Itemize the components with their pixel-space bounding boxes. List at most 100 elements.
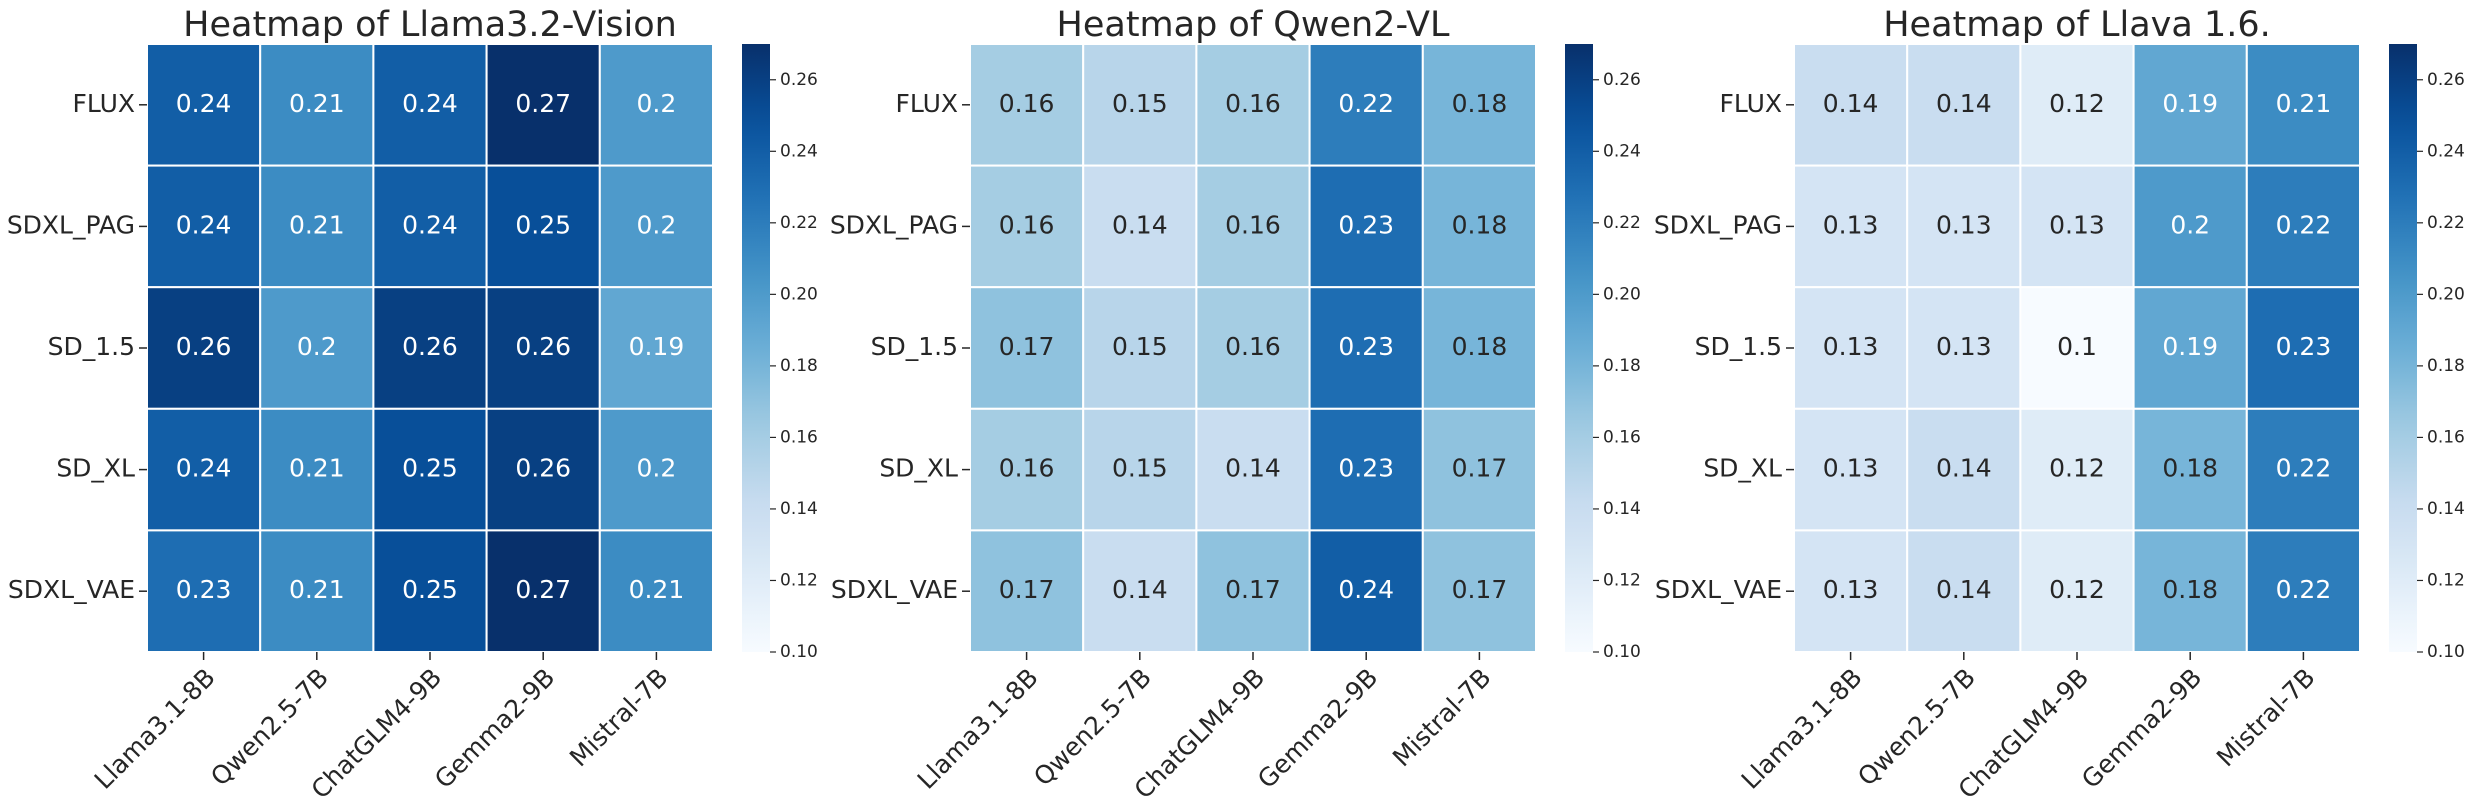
cell-label: 0.13: [1936, 332, 1992, 361]
heatmap-cell: [259, 43, 375, 167]
colorbar-tick-label: 0.18: [780, 356, 818, 376]
cell-label: 0.27: [515, 89, 571, 118]
y-tick-label: SDXL_PAG: [7, 210, 135, 239]
cell-label: 0.14: [1823, 89, 1879, 118]
cell-label: 0.19: [2162, 332, 2218, 361]
x-tick-label: Gemma2-9B: [1252, 663, 1383, 794]
heatmap-cell: [372, 43, 488, 167]
colorbar-tick-label: 0.26: [780, 70, 818, 90]
cell-label: 0.27: [515, 575, 571, 604]
heatmap-cell: [2245, 164, 2362, 289]
x-tick-label: Mistral-7B: [564, 663, 674, 773]
cell-label: 0.12: [2049, 454, 2105, 483]
heatmap-cell: [146, 529, 262, 654]
heatmap-cell: [372, 529, 488, 654]
heatmap-cell: [259, 407, 375, 532]
heatmap-cell: [146, 43, 262, 167]
cell-label: 0.12: [2049, 575, 2105, 604]
cell-label: 0.13: [1936, 210, 1992, 239]
cell-label: 0.21: [289, 210, 345, 239]
heatmap-cell: [2245, 529, 2362, 654]
y-tick-label: SDXL_VAE: [1655, 575, 1782, 604]
heatmap-cell: [1082, 43, 1198, 167]
cell-label: 0.13: [2049, 210, 2105, 239]
cell-label: 0.1: [2057, 332, 2097, 361]
colorbar-tick-label: 0.10: [780, 642, 818, 662]
cell-label: 0.18: [1452, 210, 1508, 239]
cell-label: 0.17: [1225, 575, 1281, 604]
colorbar-tick-label: 0.22: [2427, 213, 2465, 233]
chart-title: Heatmap of Llama3.2-Vision: [183, 5, 677, 45]
cell-label: 0.24: [402, 89, 458, 118]
heatmap-cell: [2132, 286, 2248, 410]
cell-label: 0.21: [289, 454, 345, 483]
heatmap-cell: [1195, 164, 1311, 289]
heatmap-cell: [598, 164, 714, 289]
colorbar-tick-label: 0.12: [1603, 570, 1641, 590]
cell-label: 0.14: [1112, 210, 1168, 239]
y-tick-label: SD_XL: [56, 454, 135, 483]
heatmap-cell: [1308, 43, 1424, 167]
cell-label: 0.17: [999, 332, 1055, 361]
cell-label: 0.16: [999, 210, 1055, 239]
colorbar-tick-label: 0.20: [2427, 284, 2465, 304]
cell-label: 0.14: [1112, 575, 1168, 604]
heatmap-cell: [1082, 407, 1198, 532]
cell-label: 0.13: [1823, 575, 1879, 604]
colorbar-tick-label: 0.24: [780, 141, 818, 161]
heatmap-cell: [598, 529, 714, 654]
cell-label: 0.24: [1338, 575, 1394, 604]
heatmap-cell: [598, 407, 714, 532]
cell-label: 0.25: [402, 454, 458, 483]
x-tick-label: Mistral-7B: [1387, 663, 1497, 773]
y-tick-label: SDXL_PAG: [1654, 210, 1782, 239]
x-tick-label: Gemma2-9B: [2076, 663, 2207, 794]
cell-label: 0.13: [1823, 454, 1879, 483]
heatmap-cell: [372, 407, 488, 532]
heatmap-cell: [2019, 286, 2135, 410]
cell-label: 0.22: [1338, 89, 1394, 118]
colorbar: [1565, 44, 1593, 652]
heatmap-cell: [485, 407, 601, 532]
cell-label: 0.2: [637, 210, 677, 239]
colorbar-tick-label: 0.16: [1603, 427, 1641, 447]
cell-label: 0.15: [1112, 332, 1168, 361]
heatmap-cell: [1793, 164, 1909, 289]
y-tick-label: SDXL_PAG: [830, 210, 958, 239]
x-tick-label: Llama3.1-8B: [1736, 663, 1868, 795]
cell-label: 0.14: [1936, 575, 1992, 604]
y-tick-label: FLUX: [1720, 89, 1783, 118]
cell-label: 0.12: [2049, 89, 2105, 118]
cell-label: 0.24: [176, 210, 232, 239]
heatmap-cell: [259, 286, 375, 410]
colorbar-tick-label: 0.10: [2427, 642, 2465, 662]
colorbar-tick-label: 0.24: [1603, 141, 1641, 161]
heatmap-cell: [1421, 529, 1538, 654]
heatmap-cell: [2019, 407, 2135, 532]
heatmap-cell: [1793, 529, 1909, 654]
heatmap-cell: [1195, 407, 1311, 532]
cell-label: 0.2: [297, 332, 337, 361]
cell-label: 0.22: [2276, 210, 2332, 239]
colorbar-tick-label: 0.16: [2427, 427, 2465, 447]
heatmap-cell: [2245, 407, 2362, 532]
heatmap-cell: [969, 164, 1085, 289]
cell-label: 0.14: [1936, 454, 1992, 483]
colorbar-tick-label: 0.12: [780, 570, 818, 590]
colorbar: [2389, 44, 2417, 652]
cell-label: 0.15: [1112, 89, 1168, 118]
cell-label: 0.23: [2276, 332, 2332, 361]
cell-label: 0.24: [176, 89, 232, 118]
cell-label: 0.23: [1338, 454, 1394, 483]
cell-label: 0.16: [1225, 89, 1281, 118]
y-tick-label: SD_XL: [1703, 454, 1782, 483]
cell-label: 0.18: [2162, 575, 2218, 604]
cell-label: 0.24: [402, 210, 458, 239]
y-tick-label: SD_1.5: [871, 332, 958, 361]
heatmap-cell: [485, 286, 601, 410]
cell-label: 0.17: [1452, 454, 1508, 483]
cell-label: 0.16: [999, 454, 1055, 483]
cell-label: 0.23: [1338, 332, 1394, 361]
cell-label: 0.24: [176, 454, 232, 483]
